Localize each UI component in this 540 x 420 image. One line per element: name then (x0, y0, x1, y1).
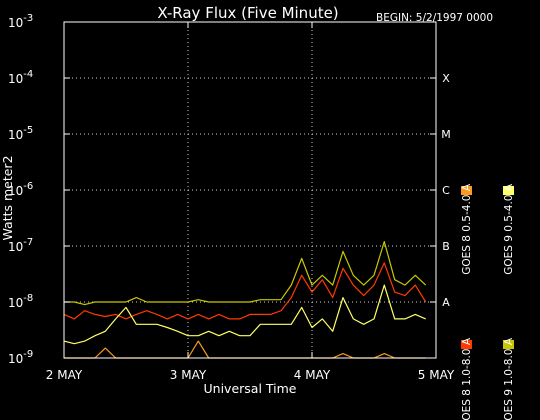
series-line (64, 340, 426, 359)
x-axis-label: Universal Time (204, 381, 297, 396)
legend-label: GOES 9 0.5-4.0 A (503, 183, 515, 275)
legend-label: GOES 9 1.0-8.0 A (503, 337, 515, 420)
y-tick-label: 10-7 (8, 237, 33, 254)
y-tick-label: 10-8 (8, 293, 33, 310)
legend-swatch (461, 340, 472, 349)
x-tick-label: 4 MAY (294, 368, 331, 382)
legend-swatch (503, 186, 514, 195)
series-line (63, 262, 427, 320)
flare-class-labels: A B C M X (441, 72, 451, 309)
flare-class-label: B (442, 240, 450, 253)
y-tick-label: 10-9 (8, 349, 33, 366)
begin-label: BEGIN: 5/2/1997 0000 (376, 12, 493, 24)
flare-class-label: X (442, 72, 450, 85)
y-tick-label: 10-5 (8, 125, 33, 142)
y-tick-label: 10-3 (8, 13, 33, 30)
x-tick-label: 2 MAY (46, 368, 83, 382)
x-tick-label: 5 MAY (418, 368, 455, 382)
series-line (64, 241, 427, 306)
flare-class-label: C (442, 184, 450, 197)
grid (64, 22, 436, 358)
x-tick-label: 3 MAY (170, 368, 207, 382)
y-tick-label: 10-6 (8, 181, 33, 198)
y-axis-label: Watts meter2 (0, 155, 15, 240)
x-axis-ticks: 2 MAY 3 MAY 4 MAY 5 MAY (46, 22, 455, 382)
y-axis-ticks: 10-9 10-8 10-7 10-6 10-5 10-4 10-3 (8, 13, 436, 366)
chart-title: X-Ray Flux (Five Minute) (157, 4, 338, 22)
legend: GOES 8 0.5-4.0 A GOES 8 1.0-8.0 A GOES 9 0… (461, 183, 515, 420)
y-tick-label: 10-4 (8, 69, 33, 86)
legend-label: GOES 8 1.0-8.0 A (461, 337, 473, 420)
flare-class-label: A (442, 296, 450, 309)
legend-label: GOES 8 0.5-4.0 A (461, 183, 473, 275)
legend-swatch (461, 186, 472, 195)
flare-class-label: M (441, 128, 451, 141)
legend-swatch (503, 340, 514, 349)
series-lines (63, 241, 427, 359)
series-line (63, 284, 426, 345)
